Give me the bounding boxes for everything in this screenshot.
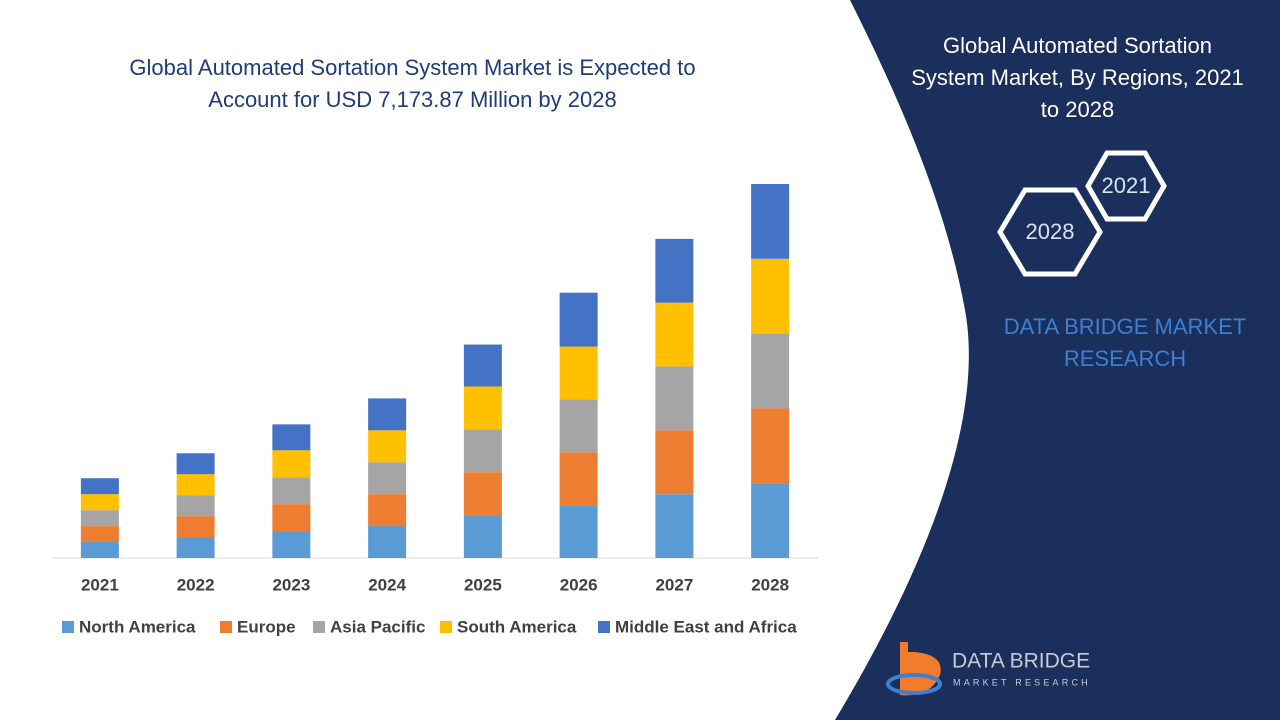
bar-segment [655,302,694,367]
bar-segment [463,386,502,430]
bar-segment [176,453,215,475]
bar-segment [272,424,311,451]
bar-segment [463,344,502,387]
bar-segment [80,542,119,558]
bar-segment [463,472,502,516]
bar-segment [80,478,119,495]
bar-segment [463,429,502,473]
hex-label: 2021 [1102,173,1151,198]
x-tick-label: 2023 [272,575,310,594]
bar-segment [751,184,790,259]
legend-swatch [313,621,325,633]
panel-title: Global Automated Sortation System Market… [911,33,1244,122]
bar-segment [176,495,215,517]
bar-segment [272,450,311,478]
legend-label: South America [457,617,577,636]
x-tick-label: 2025 [464,575,502,594]
bar-segment [368,398,407,431]
bar-segment [176,516,215,538]
bar-segment [368,430,407,463]
side-panel [835,0,1280,720]
x-tick-label: 2024 [368,575,406,594]
logo-mark [900,642,941,696]
bar-segment [655,366,694,431]
bar-segment [272,477,311,505]
x-tick-label: 2021 [81,575,119,594]
bar-segment [176,537,215,558]
legend-swatch [62,621,74,633]
legend-swatch [598,621,610,633]
logo-tagline: MARKET RESEARCH [953,677,1091,687]
bar-segment [751,408,790,484]
hex-label: 2028 [1026,219,1075,244]
logo-ring [886,673,942,695]
brand-text: DATA BRIDGE MARKET RESEARCH [1003,314,1247,371]
bar-segment [272,504,311,532]
bar-segment [272,531,311,558]
legend-label: North America [79,617,196,636]
bar-segment [655,430,694,495]
bar-segment [463,515,502,558]
x-tick-label: 2022 [177,575,215,594]
bar-segment [751,483,790,558]
bar-segment [80,494,119,511]
bar-segment [80,526,119,543]
chart: 2021 2022 2023 2024 2025 2026 2027 2028 North Am… [52,184,818,636]
legend-swatch [440,621,452,633]
bar-segment [368,462,407,495]
bar-segment [559,399,598,453]
logo-name: DATA BRIDGE [952,650,1090,673]
bar-segment [559,346,598,400]
x-tick-label: 2028 [751,575,789,594]
chart-title: Global Automated Sortation System Market… [129,55,696,112]
bar-segment [559,292,598,347]
bar-segment [176,474,215,496]
bar-segment [559,452,598,506]
bar-segment [368,526,407,558]
legend-swatch [220,621,232,633]
x-tick-label: 2027 [655,575,693,594]
bar-segment [559,505,598,558]
legend-label: Europe [237,617,296,636]
bar-segment [655,238,694,303]
bar-segment [655,494,694,558]
bar-segment [751,258,790,334]
bar-segment [80,510,119,527]
bar-segment [368,494,407,527]
hexagon [997,187,1103,277]
hexagon [1085,150,1167,222]
legend-label: Asia Pacific [330,617,425,636]
x-tick-label: 2026 [560,575,598,594]
legend-label: Middle East and Africa [615,617,797,636]
bar-segment [751,333,790,409]
